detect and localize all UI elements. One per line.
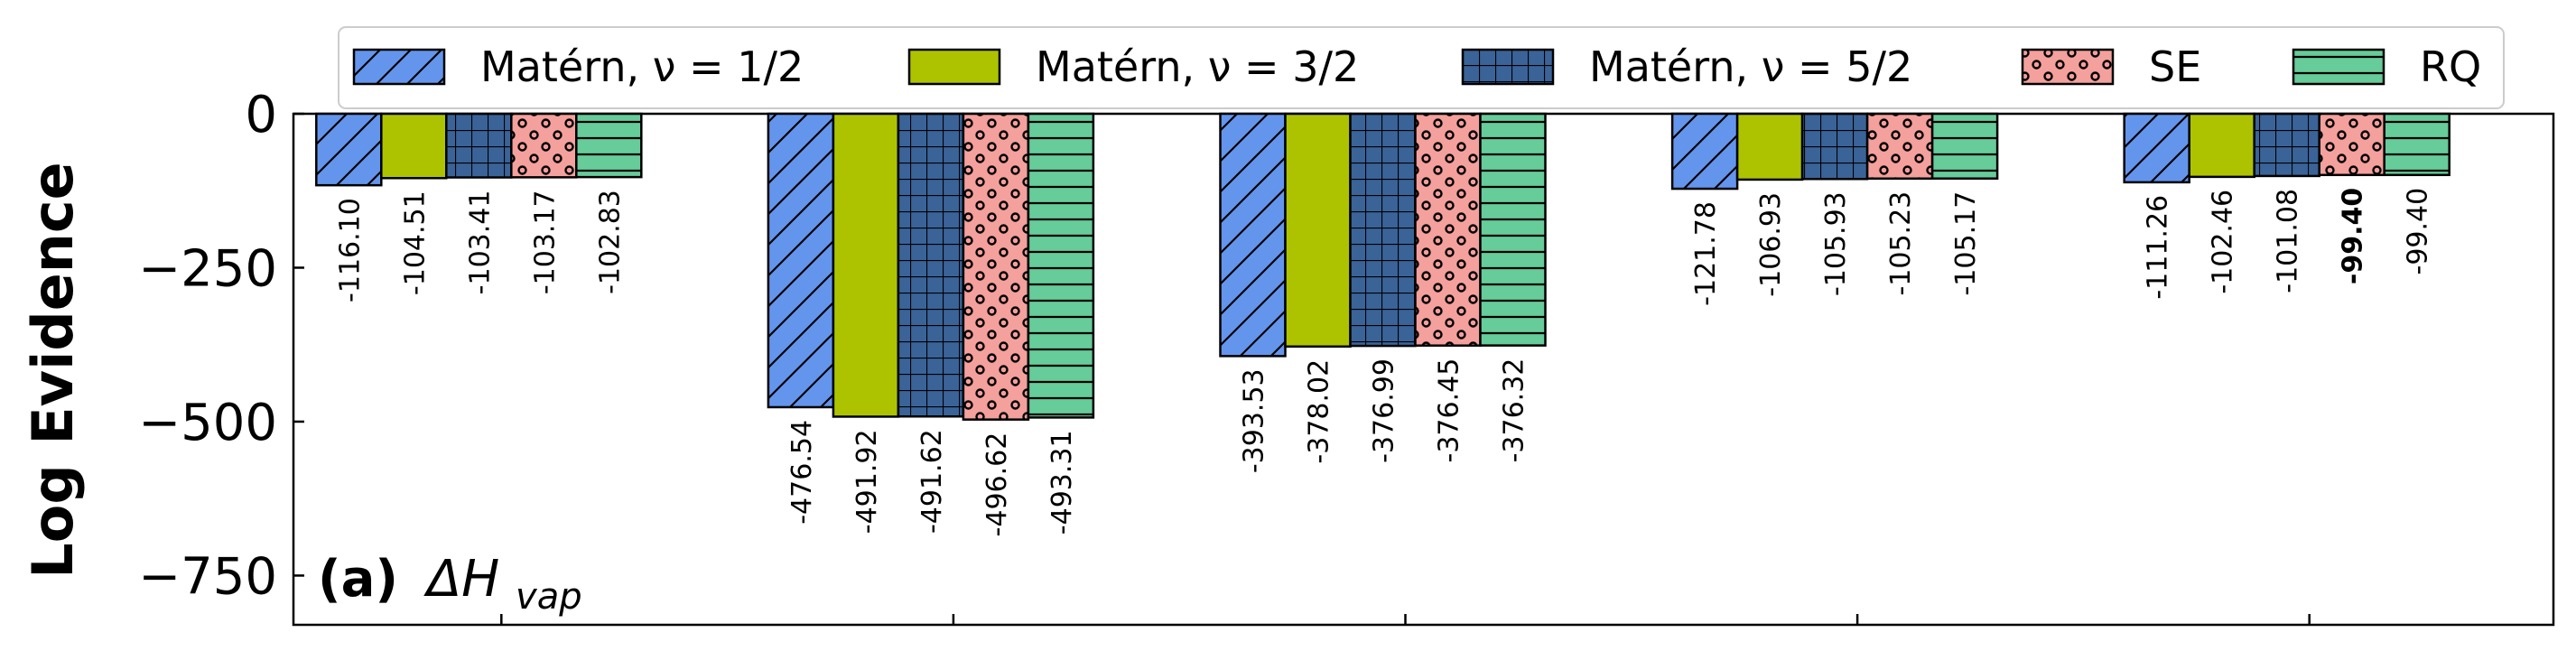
legend-item: RQ xyxy=(2292,42,2481,91)
bar xyxy=(445,112,513,179)
legend-label: Matérn, ν = 3/2 xyxy=(1036,42,1359,91)
bar xyxy=(1479,112,1547,347)
data-label: -378.02 xyxy=(1304,359,1335,464)
legend-item: Matérn, ν = 3/2 xyxy=(907,42,1359,91)
x-axis xyxy=(500,614,2311,625)
bar xyxy=(1735,112,1804,181)
bar xyxy=(510,112,578,179)
panel-label-symbol: ΔH xyxy=(423,550,499,609)
legend-item: Matérn, ν = 5/2 xyxy=(1461,42,1912,91)
legend-label: SE xyxy=(2149,42,2201,91)
data-label: -99.40 xyxy=(2403,188,2434,275)
bar xyxy=(1027,112,1095,419)
bar xyxy=(1930,112,1999,180)
data-label: -111.26 xyxy=(2143,195,2174,300)
data-label: -116.10 xyxy=(334,198,366,302)
data-label: -105.23 xyxy=(1885,191,1917,296)
data-label: -103.41 xyxy=(464,191,496,295)
data-label: -491.92 xyxy=(851,429,883,534)
legend-swatch xyxy=(2292,48,2385,86)
bar xyxy=(832,112,900,418)
bar xyxy=(1414,112,1482,347)
legend-label: RQ xyxy=(2420,42,2481,91)
bar xyxy=(962,112,1030,421)
bar xyxy=(2188,112,2255,179)
data-label: -106.93 xyxy=(1755,192,1787,297)
data-label: -376.99 xyxy=(1369,358,1400,463)
data-label: -105.17 xyxy=(1950,191,1982,296)
data-label: -496.62 xyxy=(981,432,1013,537)
bar xyxy=(1284,112,1352,349)
data-label: -102.46 xyxy=(2208,190,2239,294)
y-tick-label: −750 xyxy=(138,547,277,606)
legend-swatch xyxy=(2021,48,2115,86)
legend-swatch xyxy=(352,48,446,86)
bar xyxy=(2318,112,2385,177)
bar xyxy=(2253,112,2320,178)
data-label: -102.83 xyxy=(594,190,626,294)
data-label: -376.32 xyxy=(1499,358,1530,463)
data-label: -104.51 xyxy=(399,191,431,295)
data-label: -105.93 xyxy=(1820,191,1852,296)
bar xyxy=(2383,112,2450,177)
bar xyxy=(767,112,835,409)
data-label: -121.78 xyxy=(1690,201,1722,306)
bar xyxy=(1800,112,1869,181)
data-label: -101.08 xyxy=(2273,189,2304,293)
bar xyxy=(1349,112,1417,348)
legend-item: SE xyxy=(2021,42,2201,91)
panel-label-subscript: vap xyxy=(516,576,582,618)
bar xyxy=(1670,112,1739,191)
y-axis: 0 −250 −500 −750 xyxy=(138,86,304,606)
bar xyxy=(380,112,448,180)
bar xyxy=(1865,112,1934,181)
panel-label-prefix: (a) xyxy=(318,550,398,609)
data-label: -476.54 xyxy=(786,420,818,525)
panel-label: (a) ΔH vap xyxy=(318,550,582,618)
bars-layer xyxy=(315,112,2450,421)
legend-label: Matérn, ν = 5/2 xyxy=(1589,42,1912,91)
y-axis-label: Log Evidence xyxy=(20,162,86,578)
y-tick-label: 0 xyxy=(245,86,277,144)
bar xyxy=(897,112,965,418)
data-label: -393.53 xyxy=(1239,368,1270,473)
data-label: -103.17 xyxy=(529,190,561,294)
bar xyxy=(2123,112,2190,184)
bar xyxy=(1219,112,1287,358)
data-label: -376.45 xyxy=(1434,358,1465,463)
svg-text:(a) ΔH vap: (a) ΔH vap xyxy=(318,550,582,618)
data-labels-layer: -116.10 -476.54 -393.53 -121.78 -111.26 -104.… xyxy=(334,188,2433,537)
legend-label: Matérn, ν = 1/2 xyxy=(480,42,804,91)
data-label: -491.62 xyxy=(916,429,948,534)
legend-frame xyxy=(338,26,2505,109)
bar xyxy=(315,112,383,187)
y-tick-label: −250 xyxy=(138,239,277,298)
y-tick-label: −500 xyxy=(138,394,277,452)
legend: Matérn, ν = 1/2 Matérn, ν = 3/2 Matérn, ν … xyxy=(338,26,2505,109)
legend-swatch xyxy=(1461,48,1555,86)
bar xyxy=(575,112,643,179)
legend-swatch xyxy=(907,48,1001,86)
data-label: -493.31 xyxy=(1046,430,1078,535)
data-label: -99.40 xyxy=(2338,188,2369,284)
legend-item: Matérn, ν = 1/2 xyxy=(352,42,804,91)
